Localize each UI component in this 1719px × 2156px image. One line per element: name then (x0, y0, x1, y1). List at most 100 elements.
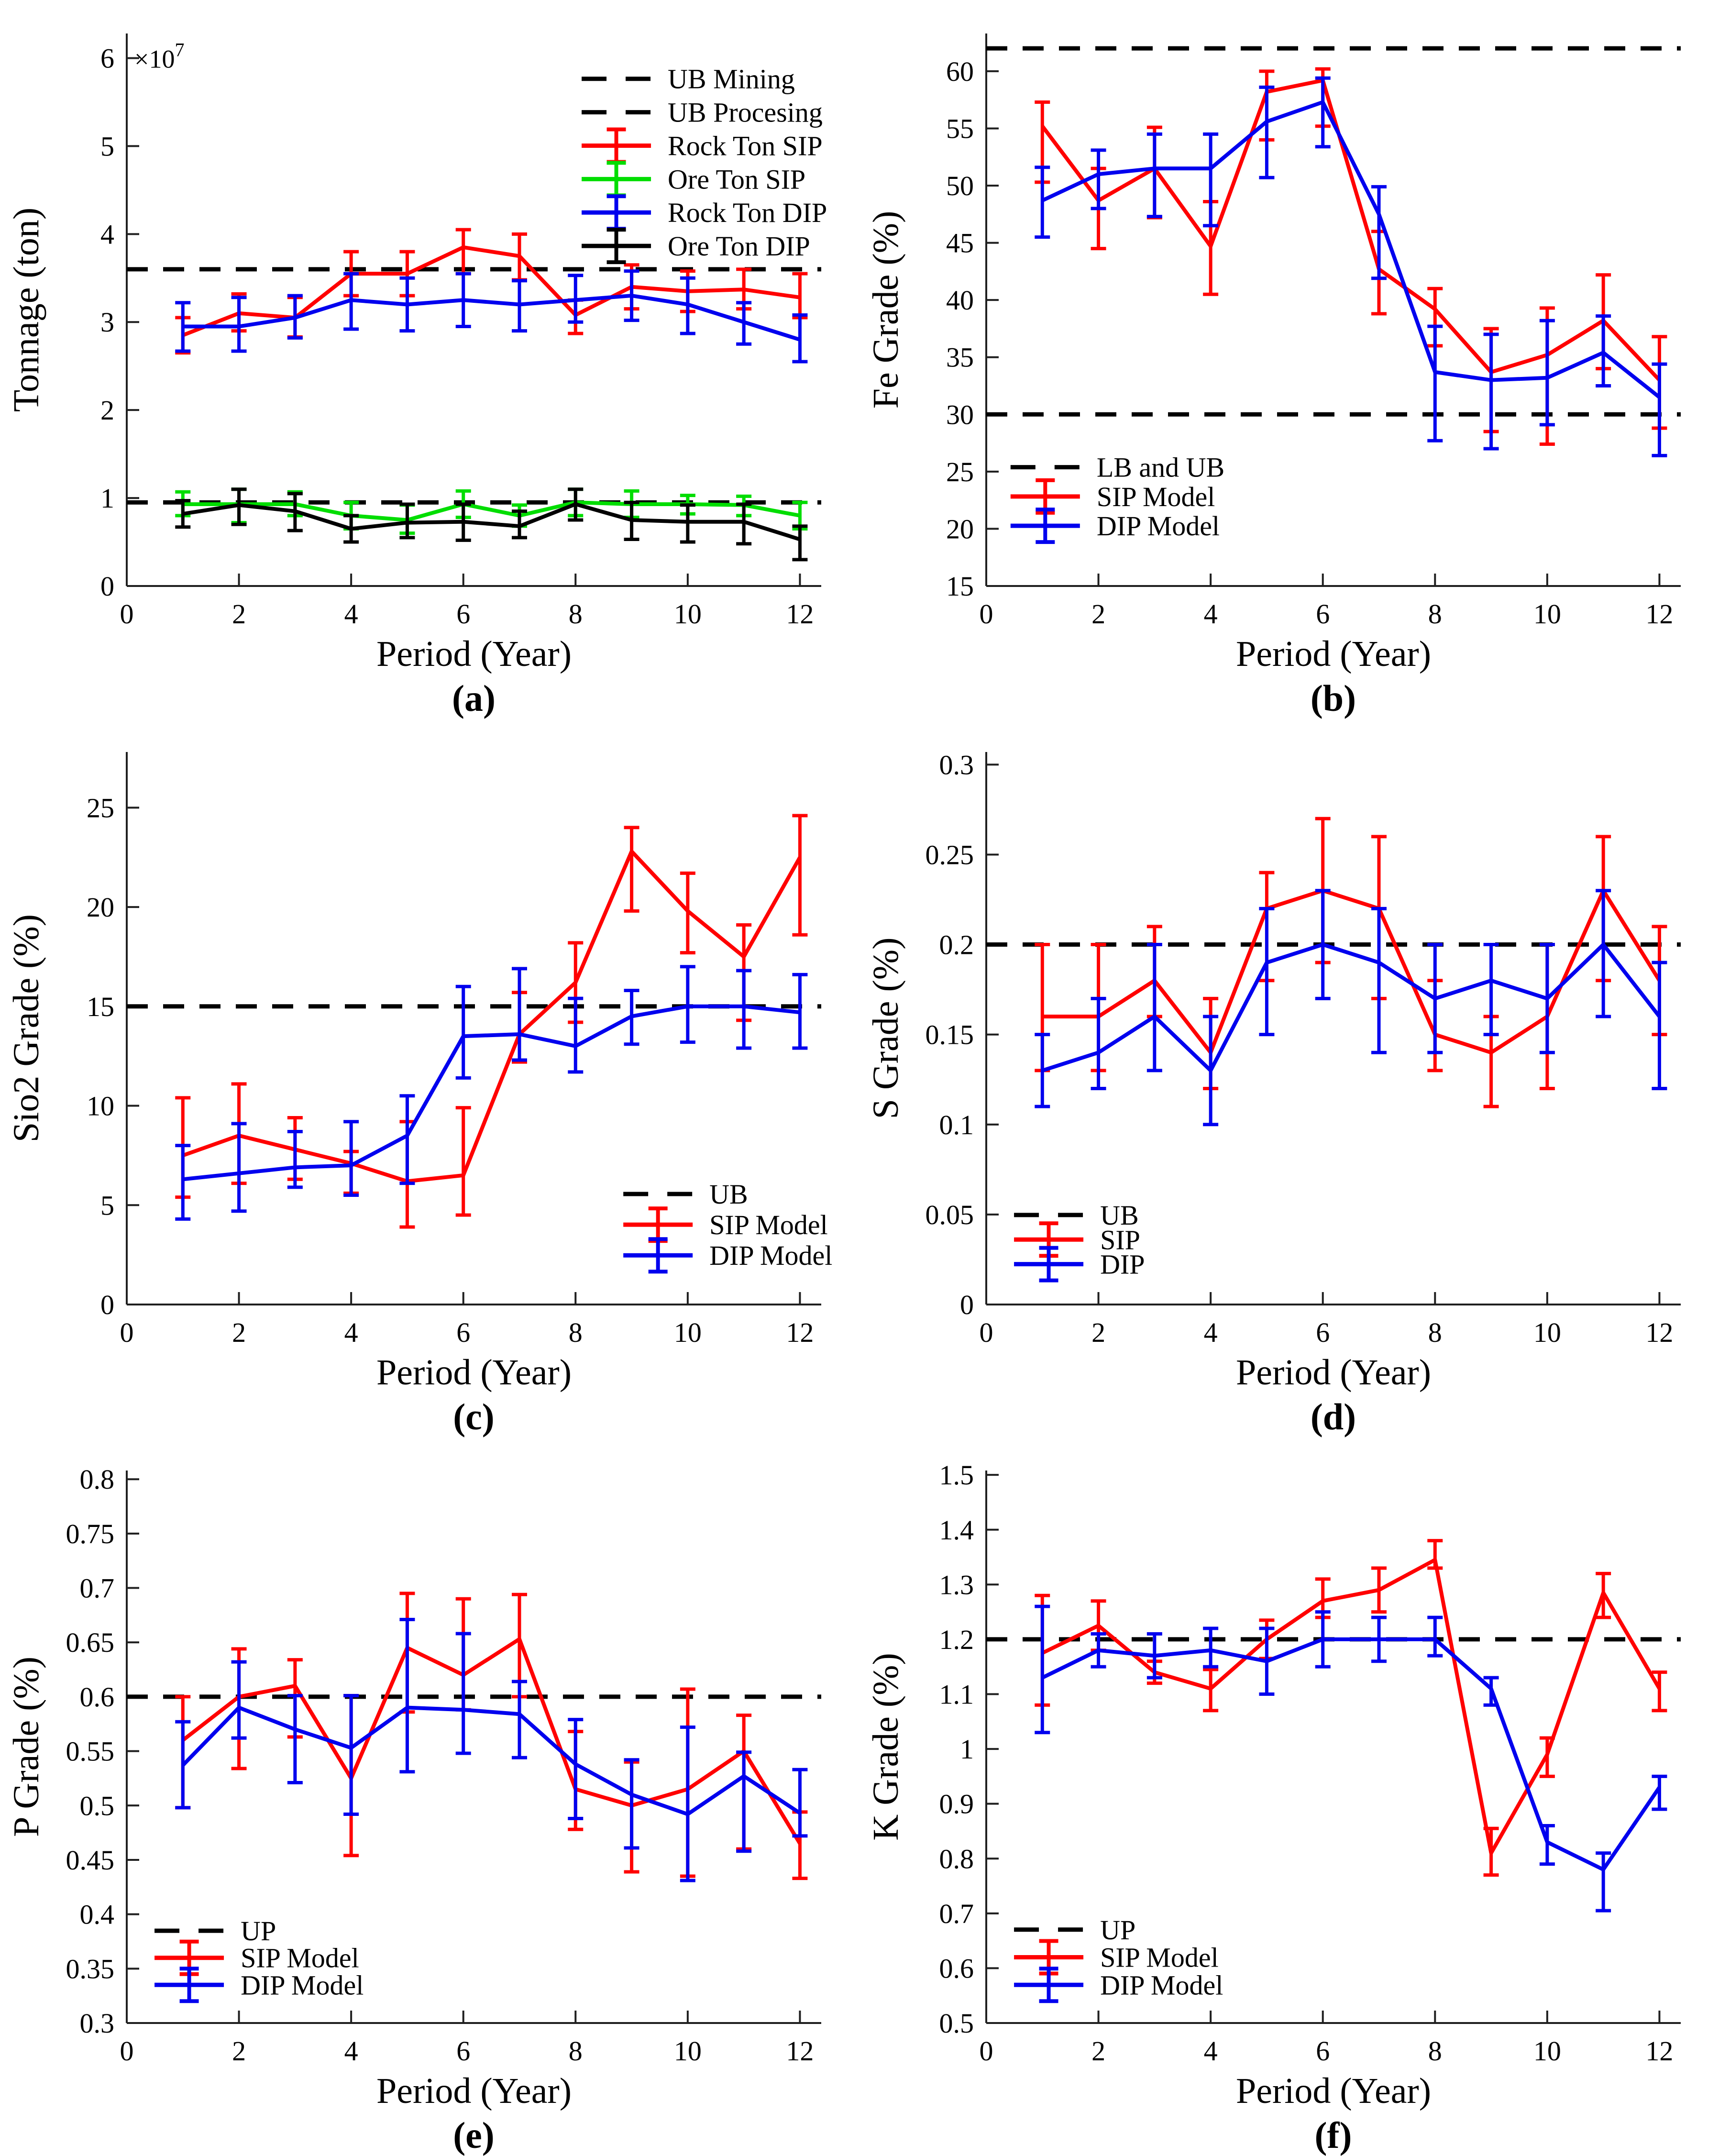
panel-letter: (e) (453, 2114, 495, 2156)
x-tick-label: 4 (1204, 1317, 1218, 1348)
x-tick-label: 2 (1091, 1317, 1105, 1348)
x-tick-label: 0 (120, 598, 134, 630)
x-tick-label: 8 (569, 1317, 583, 1348)
bound-lines (986, 46, 1681, 417)
axes: 0 2 4 6 8 10 12 0.3 0.35 0.4 0.45 0.5 0.55 0.6 0.65 0.7… (66, 1464, 821, 2067)
y-tick-label: 0.25 (926, 839, 974, 870)
legend-label: DIP (1100, 1249, 1145, 1280)
y-tick-label: 0.5 (80, 1790, 115, 1821)
y-axis-label: P Grade (%) (6, 1657, 46, 1837)
x-tick-label: 2 (232, 2035, 246, 2067)
series-sip-model (175, 814, 808, 1229)
x-tick-label: 4 (344, 1317, 358, 1348)
y-tick-label: 0 (100, 1289, 114, 1320)
x-tick-label: 8 (1428, 2035, 1442, 2067)
legend-label: UB (709, 1179, 748, 1210)
y-tick-label: 0.55 (66, 1736, 115, 1767)
axes: 0 2 4 6 8 10 12 15 20 25 30 35 40 45 50 55 60 (946, 33, 1681, 630)
y-tick-label: 20 (87, 892, 114, 923)
x-tick-label: 4 (344, 598, 358, 630)
y-tick-label: 15 (87, 991, 114, 1022)
x-tick-label: 12 (1645, 1317, 1673, 1348)
x-tick-label: 6 (1316, 1317, 1330, 1348)
y-tick-label: 0.8 (80, 1464, 115, 1495)
legend-label: UB Mining (668, 64, 795, 95)
x-tick-label: 8 (1428, 598, 1442, 630)
y-tick-label: 0.3 (80, 2008, 115, 2039)
legend-label: DIP Model (1100, 1969, 1223, 2001)
legend-label: Ore Ton DIP (668, 231, 810, 262)
y-tick-label: 0.5 (939, 2008, 974, 2039)
x-axis-label: Period (Year) (1236, 634, 1431, 674)
y-tick-label: 1.4 (939, 1515, 974, 1546)
panel-b: 0 2 4 6 8 10 12 15 20 25 30 35 40 45 50 55 60 LB and UB SI… (860, 0, 1719, 719)
y-tick-label: 5 (100, 131, 114, 162)
chart-f: 0 2 4 6 8 10 12 0.5 0.6 0.7 0.8 0.9 1 1.1 1.2 1.3 1.4 1.5… (866, 1459, 1681, 2111)
y-tick-label: 6 (100, 43, 114, 74)
legend-label: UP (1100, 1914, 1135, 1946)
y-tick-label: 1.3 (939, 1569, 974, 1600)
series-sip-model (1035, 1539, 1667, 1877)
y-tick-label: 45 (946, 228, 974, 259)
x-tick-label: 0 (120, 1317, 134, 1348)
series-sip-model (175, 1592, 808, 1880)
legend-label: Ore Ton SIP (668, 164, 805, 195)
y-tick-label: 0.7 (80, 1573, 115, 1604)
x-tick-label: 0 (980, 1317, 993, 1348)
y-tick-label: 40 (946, 285, 974, 316)
y-tick-label: 15 (946, 571, 974, 602)
x-tick-label: 0 (120, 2035, 134, 2067)
x-tick-label: 6 (1316, 598, 1330, 630)
x-tick-label: 8 (569, 2035, 583, 2067)
x-tick-label: 6 (1316, 2035, 1330, 2067)
y-tick-label: 0.2 (939, 929, 974, 961)
panel-c: 0 2 4 6 8 10 12 0 5 10 15 20 25 UB SIP Model DIP Model P… (0, 719, 860, 1437)
y-tick-label: 1 (960, 1734, 974, 1765)
series-dip-model (1035, 76, 1667, 457)
x-axis-label: Period (Year) (1236, 2071, 1431, 2111)
x-tick-label: 12 (1645, 598, 1673, 630)
panel-e: 0 2 4 6 8 10 12 0.3 0.35 0.4 0.45 0.5 0.55 0.6 0.65 0.7… (0, 1437, 860, 2156)
series-sip-model (1035, 67, 1667, 446)
y-axis-label: Tonnage (ton) (6, 208, 46, 412)
axes: 0 2 4 6 8 10 12 0.5 0.6 0.7 0.8 0.9 1 1.1 1.2 1.3 1.4 1.5 (939, 1459, 1681, 2067)
legend-label: DIP Model (709, 1240, 832, 1271)
y-tick-label: 5 (100, 1190, 114, 1221)
y-tick-label: 0.3 (939, 749, 974, 780)
series-dip-model (1035, 1604, 1667, 1913)
y-tick-label: 55 (946, 113, 974, 144)
y-tick-label: 2 (100, 395, 114, 426)
x-tick-label: 2 (1091, 2035, 1105, 2067)
x-tick-label: 12 (786, 1317, 814, 1348)
legend-label: LB and UB (1097, 452, 1224, 483)
x-tick-label: 4 (344, 2035, 358, 2067)
series-ore-ton-dip (175, 487, 808, 562)
y-axis-label: K Grade (%) (866, 1653, 906, 1840)
y-tick-label: 0.45 (66, 1845, 115, 1876)
panel-a: 0 2 4 6 8 10 12 0 1 2 3 4 5 6 ×107 UB Mining UB Procesin… (0, 0, 860, 719)
x-tick-label: 10 (1533, 598, 1561, 630)
y-tick-label: 0.4 (80, 1899, 115, 1930)
panel-letter: (f) (1314, 2114, 1352, 2156)
y-tick-label: 0.1 (939, 1109, 974, 1140)
legend-label: Rock Ton SIP (668, 130, 823, 161)
x-tick-label: 4 (1204, 598, 1218, 630)
y-tick-label: 0 (100, 571, 114, 602)
y-tick-label: 35 (946, 342, 974, 373)
panel-letter: (c) (453, 1396, 495, 1437)
panel-f: 0 2 4 6 8 10 12 0.5 0.6 0.7 0.8 0.9 1 1.1 1.2 1.3 1.4 1.5… (860, 1437, 1719, 2156)
y-axis-label: S Grade (%) (866, 938, 906, 1119)
series-dip (1035, 889, 1667, 1127)
x-tick-label: 0 (980, 2035, 993, 2067)
x-tick-label: 6 (456, 598, 470, 630)
y-tick-label: 0.8 (939, 1843, 974, 1874)
y-tick-label: 0.6 (80, 1681, 115, 1713)
legend-label: Rock Ton DIP (668, 197, 827, 228)
y-tick-label: 0.35 (66, 1953, 115, 1984)
